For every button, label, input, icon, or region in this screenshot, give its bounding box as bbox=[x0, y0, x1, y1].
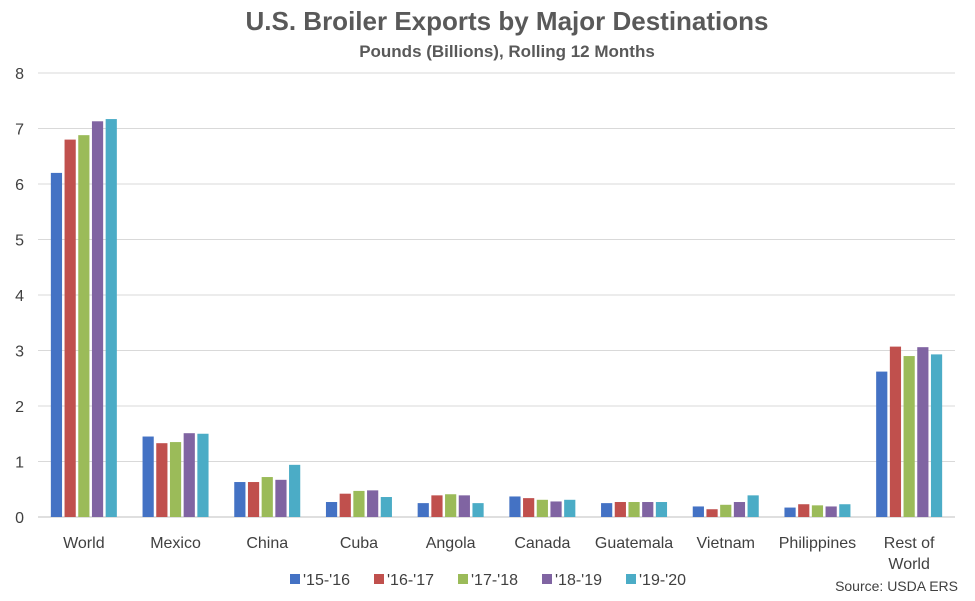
bar bbox=[353, 490, 365, 517]
x-category-label: Cuba bbox=[340, 535, 378, 552]
bar bbox=[247, 482, 260, 517]
bar bbox=[784, 507, 796, 517]
bar bbox=[523, 498, 535, 517]
legend-label: '17-'18 bbox=[471, 572, 518, 589]
bar bbox=[655, 502, 668, 517]
x-category-label: Angola bbox=[426, 535, 476, 552]
bar bbox=[628, 502, 640, 517]
bar bbox=[78, 135, 90, 517]
y-tick-label: 1 bbox=[15, 455, 24, 472]
bar bbox=[839, 504, 851, 517]
y-tick-label: 2 bbox=[15, 399, 24, 416]
bar bbox=[536, 499, 548, 517]
bar bbox=[197, 433, 209, 517]
bar bbox=[275, 479, 287, 517]
chart-title: U.S. Broiler Exports by Major Destinatio… bbox=[246, 6, 769, 36]
x-category-label: World bbox=[63, 535, 105, 552]
x-category-label: Philippines bbox=[779, 535, 856, 552]
bar bbox=[720, 504, 732, 517]
y-tick-label: 5 bbox=[15, 233, 24, 250]
legend: '15-'16 '16-'17 '17-'18 '18-'19 '19-'20 bbox=[290, 572, 686, 589]
source-note: Source: USDA ERS bbox=[835, 578, 958, 594]
bar bbox=[339, 493, 351, 517]
legend-label: '15-'16 bbox=[303, 572, 350, 589]
bar bbox=[64, 139, 76, 517]
bar bbox=[903, 356, 915, 517]
y-tick-label: 3 bbox=[15, 344, 24, 361]
bar bbox=[889, 346, 902, 517]
bar bbox=[234, 482, 246, 517]
bar bbox=[50, 172, 63, 517]
bar bbox=[325, 502, 338, 517]
bar bbox=[431, 495, 443, 517]
legend-label: '16-'17 bbox=[387, 572, 434, 589]
bar bbox=[156, 443, 168, 517]
bar bbox=[417, 503, 429, 517]
bar bbox=[733, 502, 746, 517]
legend-swatch bbox=[290, 574, 300, 584]
legend-label: '19-'20 bbox=[639, 572, 686, 589]
legend-swatch bbox=[374, 574, 384, 584]
legend-swatch bbox=[626, 574, 636, 584]
x-category-label: Rest of World bbox=[884, 535, 935, 573]
bar bbox=[564, 499, 576, 517]
bar bbox=[614, 502, 626, 517]
legend-swatch bbox=[458, 574, 468, 584]
y-tick-label: 4 bbox=[15, 288, 24, 305]
x-axis-categories: World Mexico China Cuba Angola Canada Guatemal… bbox=[63, 535, 935, 573]
y-tick-label: 0 bbox=[15, 510, 24, 527]
bar bbox=[142, 436, 154, 517]
bar bbox=[825, 506, 837, 517]
bar bbox=[169, 442, 182, 517]
bar bbox=[876, 371, 888, 517]
bar bbox=[289, 464, 301, 517]
y-tick-label: 6 bbox=[15, 177, 24, 194]
y-tick-label: 7 bbox=[15, 122, 24, 139]
bars bbox=[50, 119, 943, 517]
bar bbox=[550, 501, 562, 517]
x-category-label: China bbox=[246, 535, 288, 552]
chart-subtitle: Pounds (Billions), Rolling 12 Months bbox=[359, 42, 655, 61]
bar bbox=[930, 354, 943, 517]
y-axis-ticks: 0 1 2 3 4 5 6 7 8 bbox=[15, 66, 24, 527]
legend-swatch bbox=[542, 574, 552, 584]
bar bbox=[601, 503, 613, 517]
bar bbox=[692, 506, 704, 517]
bar bbox=[105, 119, 117, 517]
x-category-label: Guatemala bbox=[595, 535, 673, 552]
x-category-label: Canada bbox=[514, 535, 570, 552]
bar bbox=[642, 502, 654, 517]
bar bbox=[798, 504, 810, 517]
y-tick-label: 8 bbox=[15, 66, 24, 83]
legend-label: '18-'19 bbox=[555, 572, 602, 589]
x-category-label: Vietnam bbox=[697, 535, 755, 552]
bar bbox=[917, 347, 929, 517]
bar bbox=[509, 496, 521, 517]
bar bbox=[445, 494, 457, 517]
bar bbox=[261, 477, 273, 517]
bar bbox=[811, 505, 824, 517]
bar bbox=[458, 495, 470, 517]
bar bbox=[380, 497, 392, 517]
bar bbox=[183, 433, 195, 517]
bar bbox=[472, 503, 484, 517]
bar bbox=[367, 490, 379, 517]
bar bbox=[91, 121, 104, 517]
x-category-label: Mexico bbox=[150, 535, 201, 552]
bar bbox=[747, 495, 759, 517]
bar bbox=[706, 509, 718, 517]
